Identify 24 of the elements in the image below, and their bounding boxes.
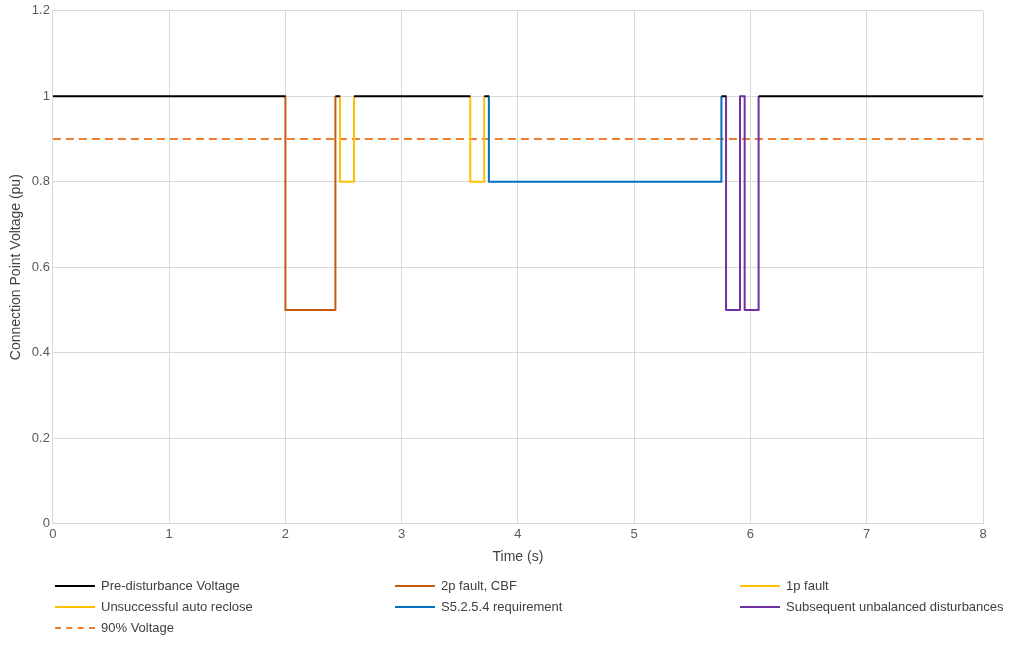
legend-label: S5.2.5.4 requirement	[441, 599, 563, 614]
y-tick-label: 1	[42, 87, 50, 103]
y-tick-label: 0.2	[31, 429, 50, 445]
y-tick-label: 0	[42, 515, 50, 531]
x-tick-label: 7	[863, 525, 871, 541]
x-axis-title: Time (s)	[492, 548, 544, 565]
legend-label: Pre-disturbance Voltage	[101, 578, 240, 593]
x-tick-label: 8	[979, 525, 987, 541]
x-tick-label: 4	[514, 525, 522, 541]
x-tick-label: 6	[746, 525, 755, 541]
x-tick-label: 2	[281, 525, 290, 541]
y-tick-label: 0.8	[31, 173, 50, 189]
legend-label: 2p fault, CBF	[441, 578, 517, 593]
x-tick-label: 1	[165, 525, 173, 541]
x-tick-label: 3	[398, 525, 406, 541]
y-axis-title: Connection Point Voltage (pu)	[7, 174, 24, 361]
y-tick-label: 0.6	[31, 258, 50, 274]
legend-label: Unsuccessful auto reclose	[101, 599, 253, 614]
y-tick-label: 0.4	[31, 344, 50, 360]
legend-label: Subsequent unbalanced disturbances	[786, 599, 1004, 614]
x-tick-label: 5	[630, 525, 638, 541]
legend-label: 90% Voltage	[101, 620, 175, 635]
legend-label: 1p fault	[786, 578, 829, 593]
y-tick-label: 1.2	[31, 2, 50, 18]
